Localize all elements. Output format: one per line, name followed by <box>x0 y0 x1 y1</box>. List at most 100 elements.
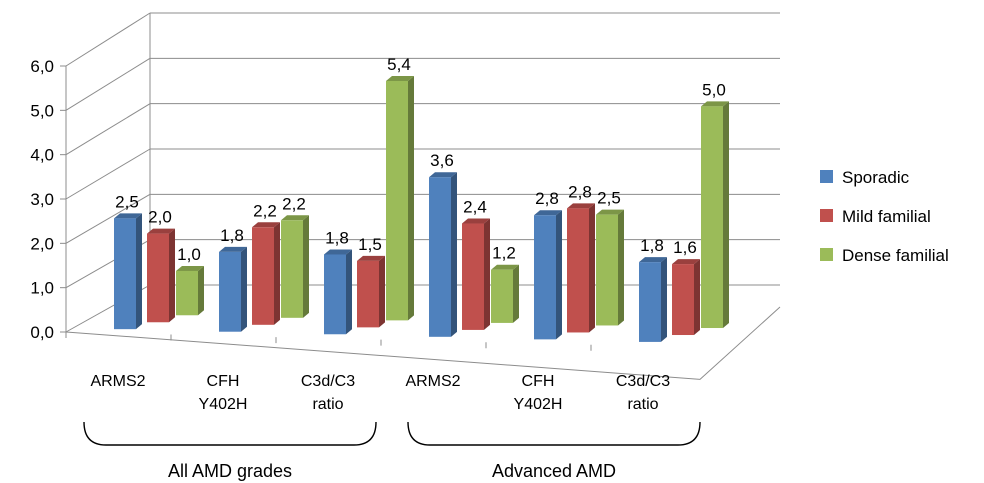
side-gridline <box>65 103 151 156</box>
bar-sporadic <box>114 218 136 330</box>
bar-dense-familial <box>491 269 513 323</box>
bar-dense-familial <box>281 220 303 318</box>
bar-mild-familial <box>252 227 274 325</box>
bar-dense-familial <box>386 80 408 321</box>
bar-side-dense-familial <box>408 75 414 321</box>
data-label: 5,0 <box>702 80 726 99</box>
legend-swatch-sporadic <box>820 170 833 183</box>
data-label: 2,2 <box>253 201 277 220</box>
legend-swatch-dense-familial <box>820 248 833 261</box>
legend-label-sporadic: Sporadic <box>842 168 910 187</box>
bar-side-dense-familial <box>618 209 624 326</box>
bar-top-mild-familial <box>672 259 700 265</box>
bar-mild-familial <box>672 264 694 336</box>
y-tick-label: 3,0 <box>30 190 54 209</box>
y-tick-label: 4,0 <box>30 146 54 165</box>
bar-mild-familial <box>147 233 169 323</box>
x-tick-label: CFH <box>522 373 555 390</box>
bar-mild-familial <box>567 208 589 333</box>
data-label: 2,5 <box>115 192 139 211</box>
legend-label-dense-familial: Dense familial <box>842 246 949 265</box>
bar-side-sporadic <box>241 246 247 332</box>
bar-top-sporadic <box>639 257 667 263</box>
legend-swatch-mild-familial <box>820 209 833 222</box>
bar-top-mild-familial <box>462 218 490 224</box>
bar-top-mild-familial <box>252 222 280 228</box>
bar-side-mild-familial <box>379 255 385 328</box>
group-label: All AMD grades <box>168 461 292 481</box>
bar-top-dense-familial <box>701 101 729 107</box>
data-label: 1,0 <box>177 245 201 264</box>
side-gridline <box>65 148 151 200</box>
data-label: 1,2 <box>492 244 516 263</box>
bar-mild-familial <box>357 260 379 328</box>
bar-side-sporadic <box>661 257 667 342</box>
x-tick-label: ratio <box>627 396 658 413</box>
data-label: 1,8 <box>325 228 349 247</box>
data-label: 1,8 <box>640 236 664 255</box>
bar-top-dense-familial <box>491 264 519 270</box>
bar-side-mild-familial <box>694 259 700 336</box>
x-tick-label: ratio <box>312 396 343 413</box>
bar-top-mild-familial <box>567 203 595 209</box>
bar-top-dense-familial <box>386 75 414 81</box>
data-label: 3,6 <box>430 151 454 170</box>
bar-side-sporadic <box>136 213 142 330</box>
bar-top-sporadic <box>219 246 247 252</box>
side-gridline <box>65 193 151 244</box>
data-label: 2,4 <box>463 198 487 217</box>
bar-dense-familial <box>176 270 198 316</box>
bar-side-mild-familial <box>589 203 595 333</box>
bar-top-mild-familial <box>147 228 175 234</box>
x-tick-label: C3d/C3 <box>301 373 355 390</box>
bar-top-mild-familial <box>357 255 385 261</box>
bar-mild-familial <box>462 223 484 330</box>
data-label: 2,5 <box>597 189 621 208</box>
data-label: 1,5 <box>358 235 382 254</box>
bar-dense-familial <box>701 106 723 329</box>
data-label: 2,8 <box>535 189 559 208</box>
bar-side-dense-familial <box>513 264 519 323</box>
bar-side-mild-familial <box>169 228 175 323</box>
data-label: 2,2 <box>282 194 306 213</box>
bar-top-sporadic <box>114 213 142 219</box>
bar-side-sporadic <box>556 210 562 340</box>
bar-side-mild-familial <box>274 222 280 325</box>
y-tick-label: 5,0 <box>30 101 54 120</box>
bar-sporadic <box>639 262 661 342</box>
bar-sporadic <box>324 254 346 335</box>
bar-side-sporadic <box>346 249 352 335</box>
bar-sporadic <box>429 177 451 337</box>
bar-top-dense-familial <box>281 215 309 221</box>
x-tick-label: CFH <box>207 373 240 390</box>
data-label: 2,8 <box>568 182 592 201</box>
bar-top-sporadic <box>534 210 562 216</box>
x-tick-label: Y402H <box>199 396 248 413</box>
floor-edge <box>65 306 781 380</box>
y-tick-label: 6,0 <box>30 57 54 76</box>
data-label: 5,4 <box>387 55 411 74</box>
bar-side-sporadic <box>451 172 457 337</box>
legend-label-mild-familial: Mild familial <box>842 207 931 226</box>
bar-top-dense-familial <box>596 209 624 215</box>
y-tick-label: 2,0 <box>30 234 54 253</box>
side-gridline <box>65 57 151 111</box>
data-label: 1,8 <box>220 226 244 245</box>
x-tick-label: ARMS2 <box>405 373 460 390</box>
bar-sporadic <box>534 215 556 340</box>
x-tick-label: C3d/C3 <box>616 373 670 390</box>
bar-top-sporadic <box>324 249 352 255</box>
bar-side-dense-familial <box>303 215 309 318</box>
data-label: 1,6 <box>673 238 697 257</box>
y-tick-label: 1,0 <box>30 279 54 298</box>
bar-sporadic <box>219 251 241 332</box>
bar-top-dense-familial <box>176 265 204 271</box>
bar-side-mild-familial <box>484 218 490 330</box>
bar-dense-familial <box>596 214 618 326</box>
x-tick-label: Y402H <box>514 396 563 413</box>
group-label: Advanced AMD <box>492 461 616 481</box>
side-gridline <box>65 12 151 67</box>
data-label: 2,0 <box>148 208 172 227</box>
